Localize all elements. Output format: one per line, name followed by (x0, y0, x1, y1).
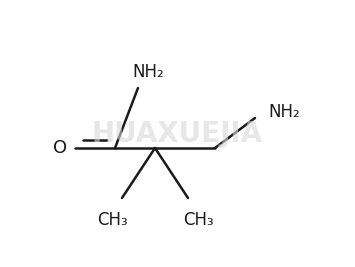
Text: HUAXUEJIA: HUAXUEJIA (92, 120, 263, 147)
Text: CH₃: CH₃ (183, 211, 213, 229)
Text: O: O (53, 139, 67, 157)
Text: NH₂: NH₂ (268, 103, 300, 121)
Text: CH₃: CH₃ (97, 211, 127, 229)
Text: NH₂: NH₂ (132, 63, 164, 81)
